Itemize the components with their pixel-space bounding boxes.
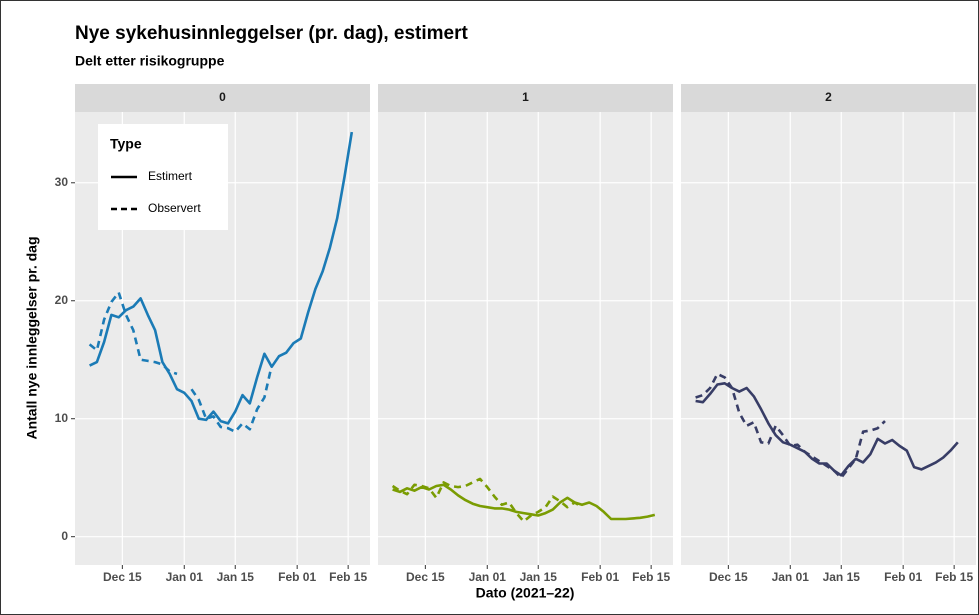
chart-subtitle: Delt etter risikogruppe [75,53,225,69]
x-tick-label: Feb 15 [935,570,973,584]
legend-title: Type [110,136,142,152]
strip [75,84,370,112]
series-line [392,483,656,521]
series-line [391,477,583,523]
x-tick-label: Jan 15 [520,570,558,584]
x-tick-label: Jan 01 [166,570,204,584]
legend-label: Observert [148,201,201,215]
facet-panel: 2 Dec 15 Jan 01 Jan 15 Feb 01 Feb 15 [681,84,976,584]
x-tick-label: Dec 15 [709,570,748,584]
y-tick-label: 0 [61,529,68,543]
x-tick-label: Feb 15 [329,570,367,584]
y-tick-label: 30 [55,175,69,189]
y-axis-title: Antall nye innleggelser pr. dag [24,236,40,439]
chart-title: Nye sykehusinnleggelser (pr. dag), estim… [75,23,468,44]
x-tick-label: Jan 15 [823,570,861,584]
x-tick-label: Dec 15 [103,570,142,584]
panel-background [681,112,976,565]
x-tick-label: Jan 15 [217,570,255,584]
x-tick-label: Feb 15 [632,570,670,584]
y-tick-label: 20 [55,293,69,307]
panel-background [378,112,673,565]
x-tick-label: Jan 01 [772,570,810,584]
series-line [695,372,886,479]
y-tick-label: 10 [55,411,69,425]
strip-label: 1 [522,90,529,104]
strip [681,84,976,112]
strip-label: 2 [825,90,832,104]
strip [378,84,673,112]
series-line [88,291,273,433]
facet-panel: 1 Dec 15 Jan 01 Jan 15 Feb 01 Feb 15 [378,84,673,584]
x-tick-label: Feb 01 [278,570,316,584]
panels: 0 0 10 20 30 Dec 15 Jan 01 Jan 15 Feb 01 Feb 15 1 D… [55,84,976,584]
series-line [89,131,354,425]
x-axis-title: Dato (2021–22) [476,585,575,601]
x-tick-label: Jan 01 [469,570,507,584]
legend-label: Estimert [148,169,193,183]
series-line [695,382,959,477]
x-tick-label: Dec 15 [406,570,445,584]
legend: Type Estimert Observert [98,124,228,230]
x-tick-label: Feb 01 [884,570,922,584]
strip-label: 0 [219,90,226,104]
x-tick-label: Feb 01 [581,570,619,584]
